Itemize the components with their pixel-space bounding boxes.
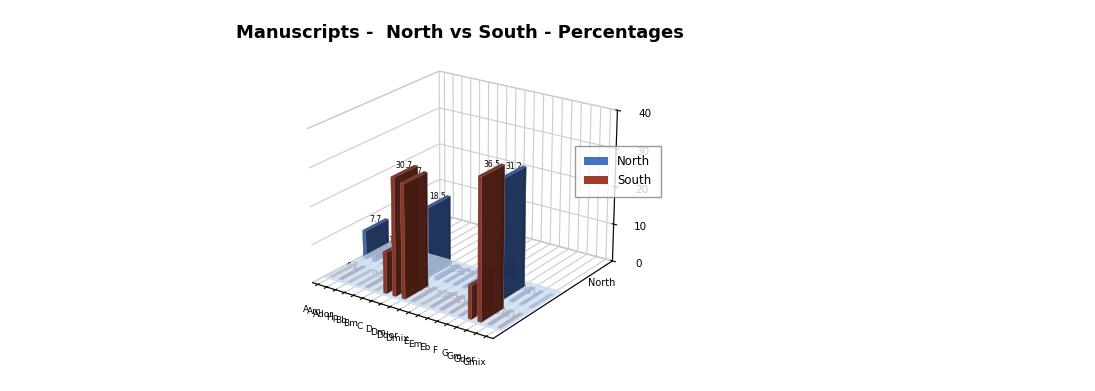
Title: Manuscripts -  North vs South - Percentages: Manuscripts - North vs South - Percentag…: [235, 24, 684, 42]
Legend: North, South: North, South: [575, 146, 661, 197]
